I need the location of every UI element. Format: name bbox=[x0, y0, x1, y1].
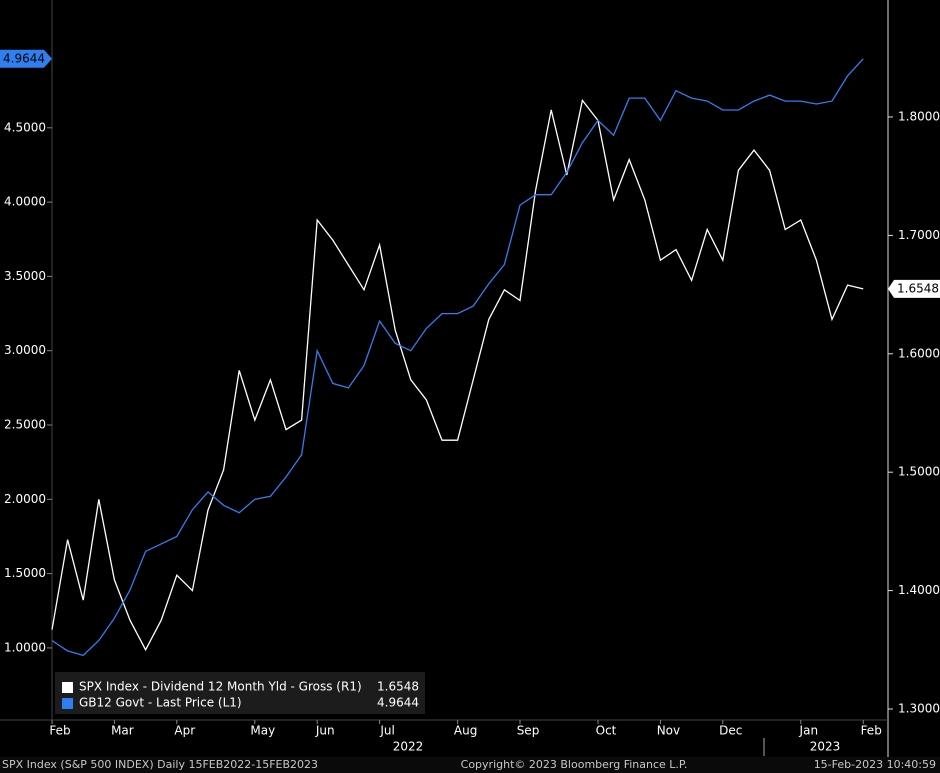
x-tick-label: Dec bbox=[719, 724, 742, 738]
legend-value: 1.6548 bbox=[377, 680, 419, 694]
legend-label: GB12 Govt - Last Price (L1) bbox=[79, 696, 242, 710]
y-tick-label: 3.5000 bbox=[4, 269, 46, 283]
x-tick-label: Apr bbox=[174, 724, 195, 738]
footer-left: SPX Index (S&P 500 INDEX) Daily 15FEB202… bbox=[2, 758, 318, 771]
y2-tick-label: 1.7000 bbox=[898, 228, 940, 242]
legend-swatch bbox=[62, 682, 73, 693]
last-value-label: 4.9644 bbox=[3, 51, 45, 65]
x-tick-label: Oct bbox=[596, 724, 617, 738]
y2-tick-label: 1.8000 bbox=[898, 109, 940, 123]
footer-center: Copyright© 2023 Bloomberg Finance L.P. bbox=[461, 758, 688, 771]
x-tick-label: Feb bbox=[861, 724, 882, 738]
y-tick-label: 1.0000 bbox=[4, 640, 46, 654]
y-tick-label: 2.0000 bbox=[4, 492, 46, 506]
y2-tick-label: 1.4000 bbox=[898, 583, 940, 597]
x-tick-label: Aug bbox=[454, 724, 477, 738]
legend-label: SPX Index - Dividend 12 Month Yld - Gros… bbox=[79, 680, 362, 694]
y-tick-label: 3.0000 bbox=[4, 343, 46, 357]
y-tick-label: 4.0000 bbox=[4, 195, 46, 209]
series-line bbox=[51, 98, 864, 652]
last-value-tag bbox=[0, 49, 52, 68]
year-label: 2023 bbox=[810, 740, 841, 754]
legend-value: 4.9644 bbox=[377, 696, 419, 710]
x-tick-label: Mar bbox=[111, 724, 134, 738]
year-label: 2022 bbox=[393, 740, 424, 754]
x-tick-label: Jul bbox=[379, 724, 394, 738]
y2-tick-label: 1.3000 bbox=[898, 701, 940, 715]
x-tick-label: Nov bbox=[657, 724, 680, 738]
x-tick-label: Jan bbox=[799, 724, 819, 738]
y2-tick-label: 1.6000 bbox=[898, 346, 940, 360]
last-value-tag bbox=[888, 279, 940, 298]
y-tick-label: 1.5000 bbox=[4, 566, 46, 580]
y2-tick-label: 1.5000 bbox=[898, 465, 940, 479]
x-tick-label: May bbox=[250, 724, 275, 738]
x-tick-label: Jun bbox=[315, 724, 335, 738]
legend-swatch bbox=[62, 698, 73, 709]
footer-bar bbox=[0, 757, 940, 773]
legend-box bbox=[55, 672, 425, 714]
series-line bbox=[51, 58, 864, 657]
footer-right: 15-Feb-2023 10:40:59 bbox=[814, 758, 936, 771]
y-tick-label: 2.5000 bbox=[4, 418, 46, 432]
x-tick-label: Sep bbox=[517, 724, 540, 738]
x-tick-label: Feb bbox=[49, 724, 70, 738]
last-value-label: 1.6548 bbox=[897, 281, 939, 295]
y-tick-label: 4.5000 bbox=[4, 120, 46, 134]
